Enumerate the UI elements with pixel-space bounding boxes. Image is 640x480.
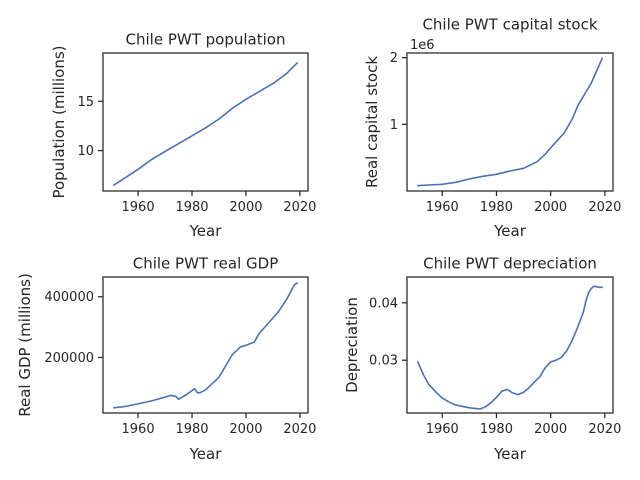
population-x-tick-label: 1980: [175, 200, 208, 215]
capital-stock-series-line: [417, 57, 603, 187]
capital-stock-y-tick-label: 2: [390, 51, 398, 66]
depreciation-xlabel: Year: [493, 445, 527, 463]
real-gdp-panel: Chile PWT real GDP Year Real GDP (millio…: [16, 255, 316, 464]
real-gdp-axes-frame: [102, 276, 309, 414]
population-x-tick-label: 1960: [122, 200, 155, 215]
population-x-tick-label: 2020: [283, 200, 316, 215]
capital-stock-offset-text: 1e6: [410, 38, 435, 53]
real-gdp-x-tick-label: 1980: [175, 422, 208, 437]
capital-stock-x-tick-label: 2020: [588, 200, 621, 215]
real-gdp-xlabel: Year: [189, 445, 223, 463]
population-x-tick-label: 2000: [229, 200, 262, 215]
depreciation-y-tick-label: 0.04: [369, 296, 398, 311]
capital-stock-title: Chile PWT capital stock: [422, 16, 597, 34]
real-gdp-x-tick-label: 2020: [283, 422, 316, 437]
population-series-line: [113, 62, 298, 186]
depreciation-series-line: [417, 285, 603, 410]
depreciation-x-tick-label: 1980: [480, 422, 513, 437]
population-y-tick-label: 10: [77, 144, 94, 159]
capital-stock-x-tick-label: 1980: [480, 200, 513, 215]
population-ylabel: Population (millions): [50, 45, 68, 198]
depreciation-x-tick-label: 2000: [534, 422, 567, 437]
capital-stock-axes-frame: [406, 52, 614, 192]
depreciation-x-tick-label: 2020: [588, 422, 621, 437]
real-gdp-title: Chile PWT real GDP: [133, 255, 279, 273]
depreciation-y-tick-label: 0.03: [369, 354, 398, 369]
depreciation-x-tick-label: 1960: [426, 422, 459, 437]
real-gdp-x-tick-label: 2000: [229, 422, 262, 437]
population-xlabel: Year: [189, 222, 223, 240]
depreciation-axes-frame: [406, 276, 614, 414]
population-y-tick-label: 15: [77, 95, 94, 110]
real-gdp-x-tick-label: 1960: [122, 422, 155, 437]
population-title: Chile PWT population: [126, 31, 286, 49]
population-axes-frame: [102, 52, 309, 192]
capital-stock-y-tick-label: 1: [390, 118, 398, 133]
capital-stock-x-tick-label: 1960: [426, 200, 459, 215]
real-gdp-ylabel: Real GDP (millions): [16, 273, 34, 417]
capital-stock-x-tick-label: 2000: [534, 200, 567, 215]
capital-stock-xlabel: Year: [493, 222, 527, 240]
depreciation-ylabel: Depreciation: [343, 297, 361, 393]
real-gdp-y-tick-label: 400000: [44, 290, 94, 305]
capital-stock-ylabel: Real capital stock: [363, 56, 381, 188]
capital-stock-panel: Chile PWT capital stock 1e6 Year Real ca…: [363, 16, 621, 241]
real-gdp-y-tick-label: 200000: [44, 351, 94, 366]
real-gdp-series-line: [113, 282, 298, 409]
depreciation-title: Chile PWT depreciation: [423, 255, 597, 273]
population-panel: Chile PWT population Year Population (mi…: [50, 31, 316, 241]
depreciation-panel: Chile PWT depreciation Year Depreciation…: [343, 255, 621, 464]
